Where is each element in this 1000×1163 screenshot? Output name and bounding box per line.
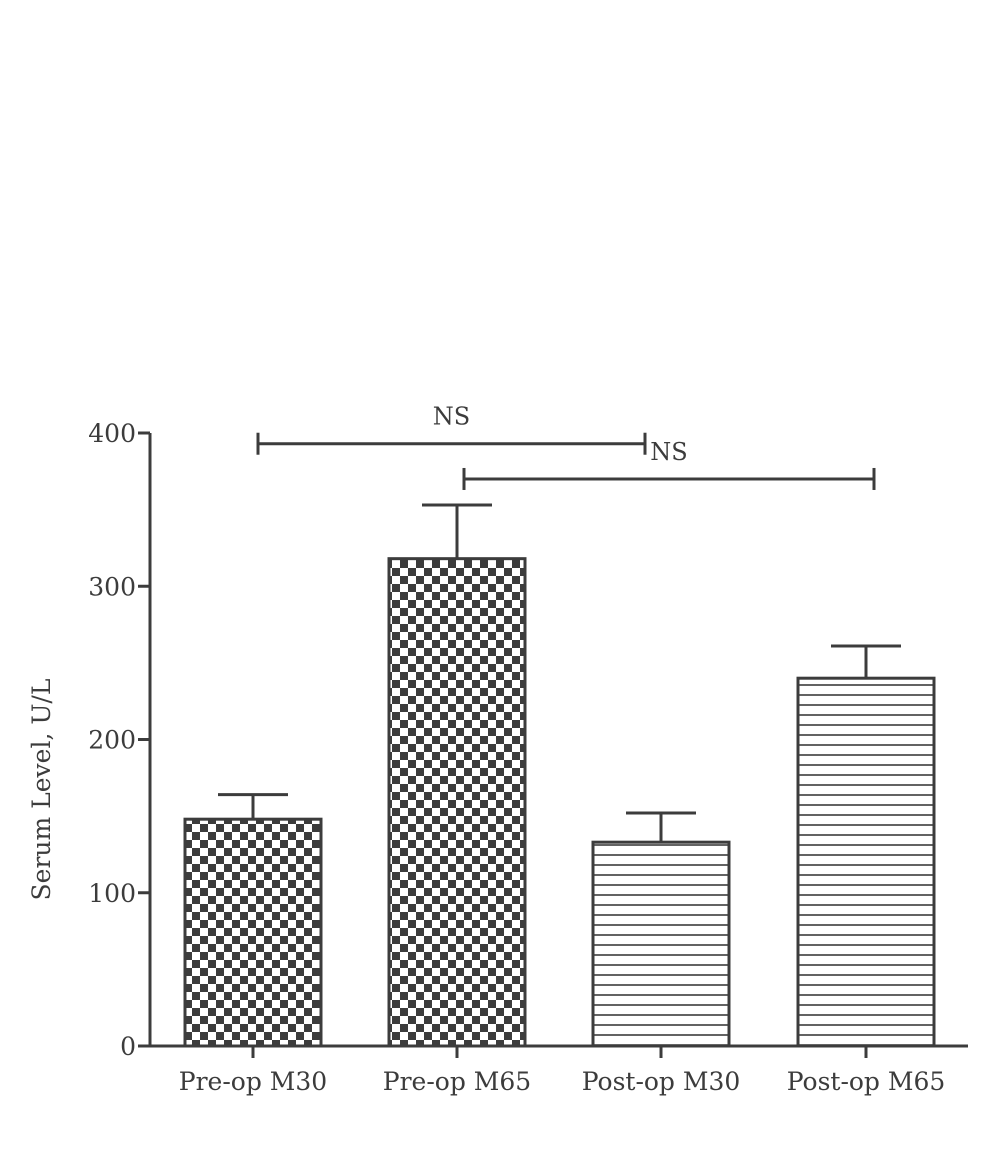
error-bars	[218, 503, 901, 843]
significance-label: NS	[650, 438, 687, 466]
x-tick-label: Pre-op M65	[383, 1067, 531, 1096]
y-tick-label: 0	[120, 1032, 136, 1061]
labels: Serum Level, U/L 0 100 200 300 400 Pre-op M30…	[27, 419, 945, 1096]
bar-pre-op-m30	[183, 817, 323, 1048]
x-tick-label: Post-op M30	[582, 1067, 741, 1096]
bar-post-op-m30	[591, 840, 731, 1048]
bars	[183, 557, 936, 1048]
x-tick-label: Pre-op M30	[179, 1067, 327, 1096]
significance-label: NS	[433, 403, 470, 431]
y-tick-label: 400	[88, 419, 136, 448]
y-tick-label: 300	[88, 572, 136, 601]
bar-post-op-m65	[796, 676, 936, 1048]
x-tick-label: Post-op M65	[787, 1067, 946, 1096]
bar-pre-op-m65	[387, 557, 527, 1048]
y-axis-title: Serum Level, U/L	[27, 679, 56, 901]
y-tick-label: 200	[88, 726, 136, 755]
significance-brackets: NS NS	[256, 403, 876, 490]
y-tick-label: 100	[88, 879, 136, 908]
